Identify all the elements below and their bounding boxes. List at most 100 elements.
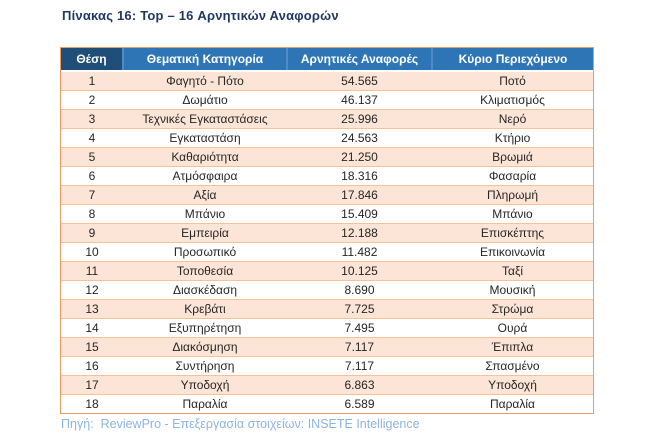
cell-position: 3 (61, 109, 123, 129)
cell-thematic-category: Ατμόσφαιρα (123, 166, 287, 186)
cell-main-content: Φασαρία (432, 166, 593, 186)
cell-negative-mentions: 24.563 (287, 128, 432, 148)
cell-thematic-category: Δωμάτιο (123, 90, 287, 110)
cell-negative-mentions: 21.250 (287, 147, 432, 167)
table-row: 1 Φαγητό - Πότο 54.565 Ποτό (61, 70, 593, 91)
negative-mentions-table-container: Θέση Θεματική Κατηγορία Αρνητικές Αναφορ… (60, 47, 594, 414)
cell-main-content: Στρώμα (432, 299, 593, 319)
table-row: 8 Μπάνιο 15.409 Μπάνιο (61, 204, 593, 224)
cell-negative-mentions: 6.589 (287, 394, 432, 413)
cell-main-content: Κτήριο (432, 128, 593, 148)
cell-main-content: Ουρά (432, 318, 593, 338)
table-row: 16 Συντήρηση 7.117 Σπασμένο (61, 356, 593, 376)
header-thematic-category: Θεματική Κατηγορία (122, 48, 287, 72)
table-row: 12 Διασκέδαση 8.690 Μουσική (61, 280, 593, 300)
cell-negative-mentions: 17.846 (287, 185, 432, 205)
negative-mentions-table: Θέση Θεματική Κατηγορία Αρνητικές Αναφορ… (61, 48, 593, 413)
cell-negative-mentions: 11.482 (287, 242, 432, 262)
cell-position: 2 (61, 90, 123, 110)
cell-negative-mentions: 7.117 (287, 356, 432, 376)
cell-position: 17 (61, 375, 123, 395)
cell-position: 13 (61, 299, 123, 319)
cell-position: 5 (61, 147, 123, 167)
cell-position: 18 (61, 394, 123, 413)
cell-thematic-category: Προσωπικό (123, 242, 287, 262)
table-row: 14 Εξυπηρέτηση 7.495 Ουρά (61, 318, 593, 338)
cell-main-content: Υποδοχή (432, 375, 593, 395)
cell-negative-mentions: 10.125 (287, 261, 432, 281)
cell-negative-mentions: 46.137 (287, 90, 432, 110)
cell-negative-mentions: 6.863 (287, 375, 432, 395)
cell-position: 12 (61, 280, 123, 300)
cell-thematic-category: Τεχνικές Εγκαταστάσεις (123, 109, 287, 129)
cell-thematic-category: Μπάνιο (123, 204, 287, 224)
header-main-content: Κύριο Περιεχόμενο (431, 48, 593, 72)
cell-negative-mentions: 18.316 (287, 166, 432, 186)
table-row: 17 Υποδοχή 6.863 Υποδοχή (61, 375, 593, 395)
cell-position: 11 (61, 261, 123, 281)
cell-thematic-category: Τοποθεσία (123, 261, 287, 281)
cell-negative-mentions: 54.565 (287, 70, 432, 91)
cell-position: 7 (61, 185, 123, 205)
cell-thematic-category: Καθαριότητα (123, 147, 287, 167)
cell-thematic-category: Αξία (123, 185, 287, 205)
cell-negative-mentions: 25.996 (287, 109, 432, 129)
cell-negative-mentions: 7.495 (287, 318, 432, 338)
cell-main-content: Επικοινωνία (432, 242, 593, 262)
header-negative-mentions: Αρνητικές Αναφορές (286, 48, 432, 72)
cell-main-content: Ποτό (432, 70, 593, 91)
table-row: 6 Ατμόσφαιρα 18.316 Φασαρία (61, 166, 593, 186)
table-caption: Πίνακας 16: Top – 16 Αρνητικών Αναφορών (62, 8, 339, 23)
cell-position: 14 (61, 318, 123, 338)
cell-position: 8 (61, 204, 123, 224)
cell-thematic-category: Διασκέδαση (123, 280, 287, 300)
table-row: 2 Δωμάτιο 46.137 Κλιματισμός (61, 90, 593, 110)
cell-position: 4 (61, 128, 123, 148)
table-row: 13 Κρεβάτι 7.725 Στρώμα (61, 299, 593, 319)
cell-position: 16 (61, 356, 123, 376)
cell-thematic-category: Διακόσμηση (123, 337, 287, 357)
cell-position: 15 (61, 337, 123, 357)
table-row: 3 Τεχνικές Εγκαταστάσεις 25.996 Νερό (61, 109, 593, 129)
cell-main-content: Μπάνιο (432, 204, 593, 224)
cell-main-content: Νερό (432, 109, 593, 129)
cell-thematic-category: Συντήρηση (123, 356, 287, 376)
source-note: Πηγή: ReviewPro - Επεξεργασία στοιχείων:… (61, 417, 420, 431)
table-row: 5 Καθαριότητα 21.250 Βρωμιά (61, 147, 593, 167)
cell-main-content: Παραλία (432, 394, 593, 413)
cell-thematic-category: Υποδοχή (123, 375, 287, 395)
table-header: Θέση Θεματική Κατηγορία Αρνητικές Αναφορ… (61, 48, 593, 72)
cell-negative-mentions: 15.409 (287, 204, 432, 224)
cell-position: 9 (61, 223, 123, 243)
table-row: 15 Διακόσμηση 7.117 Έπιπλα (61, 337, 593, 357)
cell-negative-mentions: 7.117 (287, 337, 432, 357)
table-row: 9 Εμπειρία 12.188 Επισκέπτης (61, 223, 593, 243)
header-position: Θέση (61, 48, 123, 72)
cell-thematic-category: Εμπειρία (123, 223, 287, 243)
cell-thematic-category: Κρεβάτι (123, 299, 287, 319)
cell-position: 1 (61, 70, 123, 91)
cell-position: 10 (61, 242, 123, 262)
cell-thematic-category: Φαγητό - Πότο (123, 70, 287, 91)
header-row: Θέση Θεματική Κατηγορία Αρνητικές Αναφορ… (61, 48, 593, 72)
cell-thematic-category: Εγκαταστάση (123, 128, 287, 148)
table-row: 10 Προσωπικό 11.482 Επικοινωνία (61, 242, 593, 262)
table-body: 1 Φαγητό - Πότο 54.565 Ποτό 2 Δωμάτιο 46… (61, 70, 593, 413)
cell-main-content: Μουσική (432, 280, 593, 300)
cell-main-content: Κλιματισμός (432, 90, 593, 110)
cell-main-content: Επισκέπτης (432, 223, 593, 243)
table-row: 4 Εγκαταστάση 24.563 Κτήριο (61, 128, 593, 148)
table-row: 11 Τοποθεσία 10.125 Ταξί (61, 261, 593, 281)
cell-main-content: Σπασμένο (432, 356, 593, 376)
table-row: 18 Παραλία 6.589 Παραλία (61, 394, 593, 413)
cell-position: 6 (61, 166, 123, 186)
cell-negative-mentions: 8.690 (287, 280, 432, 300)
cell-thematic-category: Εξυπηρέτηση (123, 318, 287, 338)
cell-main-content: Ταξί (432, 261, 593, 281)
cell-main-content: Έπιπλα (432, 337, 593, 357)
cell-negative-mentions: 12.188 (287, 223, 432, 243)
cell-main-content: Πληρωμή (432, 185, 593, 205)
cell-main-content: Βρωμιά (432, 147, 593, 167)
table-row: 7 Αξία 17.846 Πληρωμή (61, 185, 593, 205)
